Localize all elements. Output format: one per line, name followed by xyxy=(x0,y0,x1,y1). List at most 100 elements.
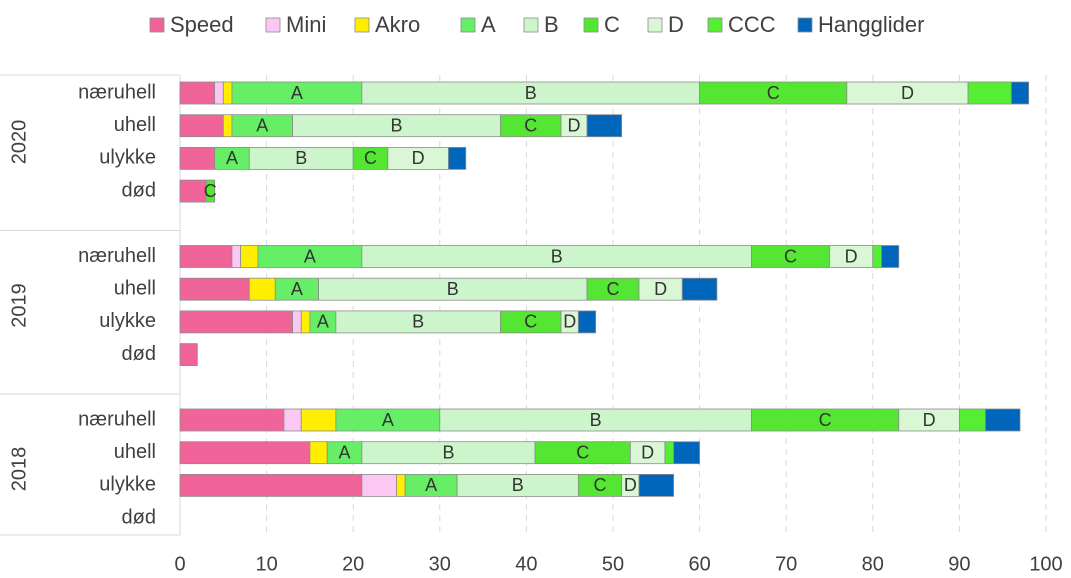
legend-label: Speed xyxy=(170,12,234,37)
bar-segment xyxy=(881,245,900,268)
bar-segment xyxy=(300,310,311,334)
y-tick-label: uhell xyxy=(114,277,156,299)
segment-label: C xyxy=(607,279,620,299)
bar-segment xyxy=(638,473,675,497)
bar-segment xyxy=(984,408,1021,432)
bar-segment xyxy=(179,277,250,301)
legend-label: A xyxy=(481,12,496,37)
bar-segment xyxy=(179,146,216,170)
bar-segment xyxy=(309,441,328,465)
bar-segment xyxy=(292,310,302,334)
x-tick-label: 30 xyxy=(429,553,451,575)
y-tick-label: uhell xyxy=(114,441,156,463)
bar-segment xyxy=(300,408,337,432)
group-label: 2020 xyxy=(8,120,30,165)
x-tick-label: 0 xyxy=(174,553,185,575)
legend-label: B xyxy=(544,12,559,37)
y-tick-label: død xyxy=(122,179,156,201)
segment-label: C xyxy=(524,115,537,135)
segment-label: B xyxy=(442,442,454,462)
x-tick-label: 80 xyxy=(862,553,884,575)
y-tick-label: næruhell xyxy=(78,408,156,430)
segment-label: D xyxy=(641,442,654,462)
segment-label: B xyxy=(525,83,537,103)
y-tick-label: uhell xyxy=(114,114,156,136)
x-tick-label: 90 xyxy=(948,553,970,575)
segment-label: D xyxy=(845,246,858,266)
bar-segment xyxy=(179,408,285,432)
segment-label: B xyxy=(590,410,602,430)
legend-label: Mini xyxy=(286,12,326,37)
legend-swatch xyxy=(265,17,281,33)
segment-label: D xyxy=(563,312,576,332)
legend-swatch xyxy=(354,17,370,33)
legend-swatch xyxy=(460,17,476,33)
y-tick-label: ulykke xyxy=(99,310,156,332)
bar-segment xyxy=(664,441,675,465)
segment-label: C xyxy=(767,83,780,103)
y-tick-label: ulykke xyxy=(99,147,156,169)
x-tick-label: 60 xyxy=(688,553,710,575)
segment-label: B xyxy=(551,246,563,266)
y-tick-label: død xyxy=(122,506,156,528)
bar-segment xyxy=(222,114,233,138)
y-tick-label: ulykke xyxy=(99,474,156,496)
bar-segment xyxy=(396,473,406,497)
segment-label: B xyxy=(412,312,424,332)
x-tick-label: 100 xyxy=(1029,553,1062,575)
legend-label: Akro xyxy=(375,12,420,37)
segment-label: B xyxy=(390,115,402,135)
x-tick-label: 10 xyxy=(255,553,277,575)
bar-segment xyxy=(967,81,1012,105)
segment-label: B xyxy=(512,475,524,495)
legend-swatch xyxy=(707,17,723,33)
group-label: 2018 xyxy=(8,447,30,492)
bar-segment xyxy=(205,179,216,203)
segment-label: C xyxy=(524,312,537,332)
segment-label: C xyxy=(784,246,797,266)
bar-segment xyxy=(681,277,718,301)
segment-label: A xyxy=(291,279,303,299)
legend-swatch xyxy=(523,17,539,33)
x-tick-label: 20 xyxy=(342,553,364,575)
legend-label: C xyxy=(604,12,620,37)
segment-label: C xyxy=(819,410,832,430)
bar-segment xyxy=(586,114,623,138)
y-tick-label: næruhell xyxy=(78,245,156,267)
y-tick-label: næruhell xyxy=(78,81,156,103)
x-tick-label: 50 xyxy=(602,553,624,575)
bar-segment xyxy=(283,408,302,432)
segment-label: A xyxy=(317,312,329,332)
legend-label: D xyxy=(668,12,684,37)
bar-segment xyxy=(214,81,224,105)
segment-label: D xyxy=(901,83,914,103)
bar-segment xyxy=(361,473,397,497)
bar-segment xyxy=(872,245,882,268)
legend-label: Hangglider xyxy=(818,12,924,37)
segment-label: A xyxy=(382,410,394,430)
x-tick-label: 40 xyxy=(515,553,537,575)
legend-swatch xyxy=(647,17,663,33)
bar-segment xyxy=(577,310,597,334)
segment-label: B xyxy=(447,279,459,299)
bar-segment xyxy=(231,245,242,268)
bar-segment xyxy=(448,146,467,170)
segment-label: C xyxy=(594,475,607,495)
segment-label: C xyxy=(576,442,589,462)
segment-label: A xyxy=(425,475,437,495)
segment-label: B xyxy=(295,148,307,168)
legend-swatch xyxy=(583,17,599,33)
segment-label: D xyxy=(568,115,581,135)
bar-segment xyxy=(240,245,259,268)
bar-segment xyxy=(179,179,207,203)
bar-segment xyxy=(179,441,311,465)
bar-segment xyxy=(673,441,700,465)
segment-label: C xyxy=(204,181,217,201)
bar-segment xyxy=(179,245,233,268)
segment-label: D xyxy=(654,279,667,299)
segment-label: D xyxy=(624,475,637,495)
segment-label: A xyxy=(256,115,268,135)
bar-segment xyxy=(179,310,293,334)
segment-label: A xyxy=(226,148,238,168)
legend-swatch xyxy=(797,17,813,33)
